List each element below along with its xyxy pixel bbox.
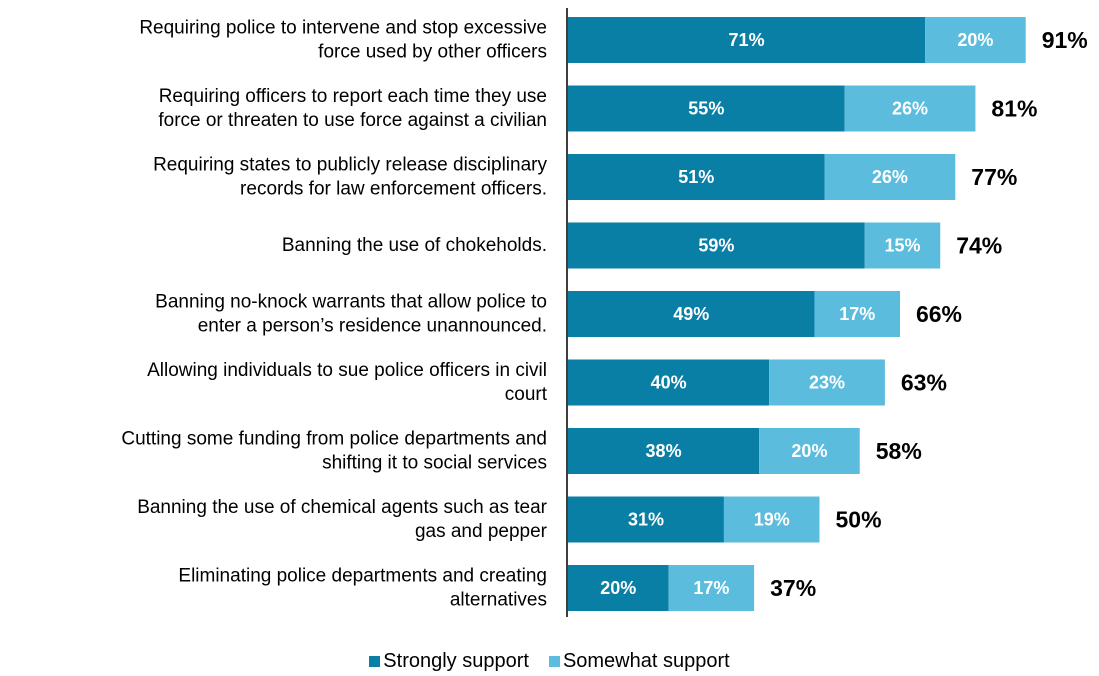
data-label: 17%: [839, 304, 875, 324]
total-label: 37%: [770, 575, 816, 601]
legend-label-somewhat-support: Somewhat support: [562, 650, 730, 672]
category-label: Eliminating police departments and creat…: [178, 566, 547, 587]
category-label: court: [505, 384, 548, 405]
legend-label-strongly-support: Strongly support: [383, 650, 529, 672]
total-label: 81%: [991, 96, 1037, 122]
bar-segment-strongly-support: [568, 85, 845, 132]
data-label: 26%: [872, 167, 908, 187]
chart-legend: Strongly support Somewhat support: [0, 650, 1099, 672]
legend-item-strongly-support: Strongly support: [369, 650, 529, 672]
category-label: alternatives: [450, 590, 547, 611]
bar-segment-somewhat-support: [759, 428, 860, 474]
category-label: gas and pepper: [415, 521, 548, 542]
data-label: 23%: [809, 373, 845, 393]
category-label: Banning the use of chemical agents such …: [137, 497, 547, 518]
bar-segment-strongly-support: [568, 428, 760, 474]
data-label: 59%: [698, 236, 734, 256]
data-label: 20%: [957, 30, 993, 50]
bar-segment-somewhat-support: [844, 85, 976, 132]
total-label: 63%: [901, 370, 947, 396]
bar-segment-strongly-support: [568, 496, 724, 543]
category-label: records for law enforcement officers.: [240, 179, 547, 200]
category-label: enter a person’s residence unannounced.: [198, 316, 547, 337]
bar-segment-somewhat-support: [824, 154, 956, 200]
bar-segment-somewhat-support: [769, 359, 885, 406]
legend-item-somewhat-support: Somewhat support: [548, 650, 730, 672]
bar-segment-somewhat-support: [864, 222, 941, 269]
data-label: 15%: [884, 236, 920, 256]
total-label: 66%: [916, 301, 962, 327]
data-label: 49%: [673, 304, 709, 324]
bar-segment-somewhat-support: [925, 17, 1026, 63]
data-label: 20%: [600, 578, 636, 598]
category-label: shifting it to social services: [322, 453, 547, 474]
bar-segment-strongly-support: [568, 565, 669, 611]
category-label: Requiring police to intervene and stop e…: [139, 18, 547, 39]
bar-segment-strongly-support: [568, 17, 926, 63]
data-label: 55%: [688, 99, 724, 119]
bar-segment-somewhat-support: [814, 291, 900, 337]
category-label: Cutting some funding from police departm…: [121, 429, 547, 450]
category-label: Requiring officers to report each time t…: [159, 86, 547, 107]
data-label: 20%: [791, 441, 827, 461]
data-label: 17%: [693, 578, 729, 598]
data-label: 19%: [754, 510, 790, 530]
total-label: 50%: [836, 507, 882, 533]
legend-swatch-strongly-support: [369, 655, 381, 667]
total-label: 91%: [1042, 27, 1088, 53]
category-label: Banning the use of chokeholds.: [282, 235, 547, 256]
data-label: 31%: [628, 510, 664, 530]
category-label: Requiring states to publicly release dis…: [153, 155, 547, 176]
category-label: force used by other officers: [318, 42, 547, 63]
bar-segment-strongly-support: [568, 154, 825, 200]
legend-swatch-somewhat-support: [548, 655, 560, 667]
data-label: 51%: [678, 167, 714, 187]
bar-segment-somewhat-support: [668, 565, 755, 611]
bar-segment-strongly-support: [568, 291, 815, 337]
bar-segment-somewhat-support: [723, 496, 820, 543]
category-label: force or threaten to use force against a…: [158, 110, 547, 131]
total-label: 77%: [971, 164, 1017, 190]
data-label: 26%: [892, 99, 928, 119]
data-label: 38%: [646, 441, 682, 461]
data-label: 40%: [651, 373, 687, 393]
category-label: Allowing individuals to sue police offic…: [147, 360, 547, 381]
total-label: 58%: [876, 438, 922, 464]
category-label: Banning no-knock warrants that allow pol…: [155, 292, 547, 313]
total-label: 74%: [956, 233, 1002, 259]
bar-segment-strongly-support: [568, 359, 770, 406]
bar-segment-strongly-support: [568, 222, 865, 269]
data-label: 71%: [729, 30, 765, 50]
